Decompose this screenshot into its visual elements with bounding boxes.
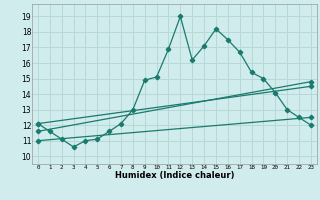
X-axis label: Humidex (Indice chaleur): Humidex (Indice chaleur) [115, 171, 234, 180]
